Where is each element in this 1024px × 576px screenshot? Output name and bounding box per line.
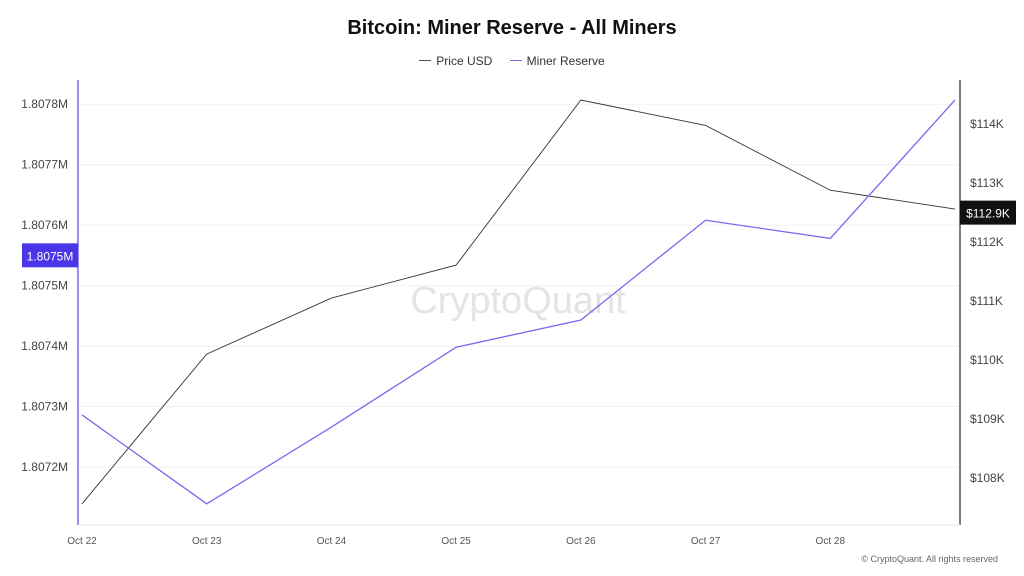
right-tick-label: $111K xyxy=(970,294,1003,308)
x-tick-label: Oct 25 xyxy=(441,536,471,547)
miner-reserve-point[interactable] xyxy=(454,345,458,349)
price-point[interactable] xyxy=(704,123,708,127)
miner-reserve-point[interactable] xyxy=(329,425,333,429)
right-tick-label: $112K xyxy=(970,235,1004,249)
legend-label-reserve: Miner Reserve xyxy=(526,53,605,68)
miner-reserve-point[interactable] xyxy=(953,98,957,102)
right-tick-label: $114K xyxy=(970,117,1004,131)
chart-title: Bitcoin: Miner Reserve - All Miners xyxy=(347,17,677,39)
watermark: CryptoQuant xyxy=(410,280,626,322)
price-point[interactable] xyxy=(205,352,209,356)
x-tick-label: Oct 26 xyxy=(566,536,596,547)
miner-reserve-point[interactable] xyxy=(828,236,832,240)
x-tick-label: Oct 27 xyxy=(691,536,721,547)
left-tick-label: 1.8075M xyxy=(21,279,68,293)
left-tick-label: 1.8076M xyxy=(21,218,68,232)
left-tick-label: 1.8072M xyxy=(21,460,68,474)
right-tick-label: $113K xyxy=(970,176,1004,190)
left-tick-label: 1.8074M xyxy=(21,339,68,353)
x-tick-label: Oct 28 xyxy=(816,536,846,547)
legend-swatch-reserve xyxy=(509,60,522,61)
x-tick-label: Oct 23 xyxy=(192,536,222,547)
x-tick-label: Oct 24 xyxy=(317,536,347,547)
right-tick-label: $110K xyxy=(970,353,1004,367)
miner-reserve-line[interactable] xyxy=(81,99,956,505)
legend-swatch-price xyxy=(419,60,432,61)
price-line[interactable] xyxy=(81,99,956,505)
price-point[interactable] xyxy=(454,263,458,267)
right-tick-label: $108K xyxy=(970,471,1005,485)
left-crosshair-badge xyxy=(22,243,78,268)
legend: Price USD Miner Reserve xyxy=(0,50,1024,68)
left-tick-label: 1.8073M xyxy=(21,399,68,413)
price-point[interactable] xyxy=(953,207,957,211)
right-tick-label: $109K xyxy=(970,412,1005,426)
price-point[interactable] xyxy=(329,296,333,300)
left-tick-label: 1.8078M xyxy=(21,97,68,111)
price-point[interactable] xyxy=(80,502,84,506)
legend-label-price: Price USD xyxy=(436,53,493,68)
miner-reserve-point[interactable] xyxy=(80,413,84,417)
right-crosshair-badge xyxy=(960,200,1016,225)
price-point[interactable] xyxy=(828,188,832,192)
left-crosshair-label: 1.8075M xyxy=(27,249,74,263)
right-crosshair-label: $112.9K xyxy=(966,207,1010,221)
copyright: © CryptoQuant. All rights reserved xyxy=(861,554,998,564)
miner-reserve-point[interactable] xyxy=(205,502,209,506)
price-point[interactable] xyxy=(579,98,583,102)
miner-reserve-point[interactable] xyxy=(704,218,708,222)
x-tick-label: Oct 22 xyxy=(67,536,97,547)
legend-item-reserve[interactable]: Miner Reserve xyxy=(509,53,605,68)
left-tick-label: 1.8077M xyxy=(21,158,68,172)
miner-reserve-point[interactable] xyxy=(579,318,583,322)
legend-item-price[interactable]: Price USD xyxy=(419,54,492,68)
